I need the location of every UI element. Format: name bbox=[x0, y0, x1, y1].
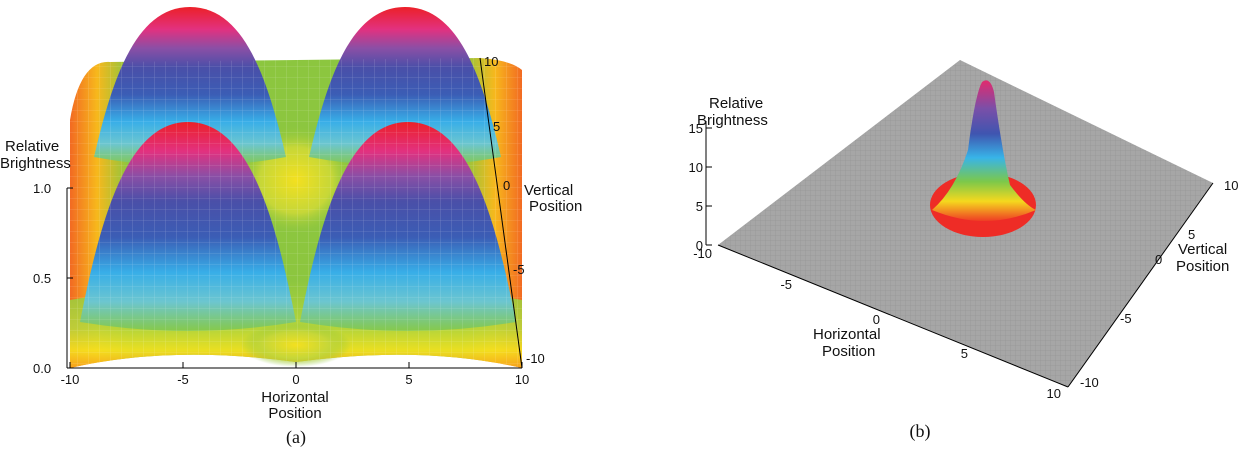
z-axis-label: Relative bbox=[709, 95, 763, 112]
x-tick-label: 0 bbox=[873, 312, 880, 327]
y-tick-label: 0 bbox=[1155, 252, 1162, 267]
x-tick-label: -5 bbox=[177, 372, 189, 387]
z-axis-label: Brightness bbox=[697, 112, 768, 129]
x-tick-label: -10 bbox=[693, 246, 712, 261]
y-tick-label: 0 bbox=[503, 178, 510, 193]
y-axis-label: Position bbox=[1176, 258, 1229, 275]
y-axis-label: Position bbox=[529, 198, 582, 215]
y-tick-label: -5 bbox=[1120, 311, 1132, 326]
x-tick-label: 10 bbox=[1047, 386, 1061, 401]
z-axis-label: Brightness bbox=[0, 155, 71, 172]
y-tick-label: 10 bbox=[484, 54, 498, 69]
x-axis-label: Horizontal bbox=[261, 389, 329, 406]
y-tick-label: 5 bbox=[1188, 227, 1195, 242]
panel-a-surface-plot: 1.0 0.5 0.0 -10 -5 0 5 10 10 5 0 -5 -10 RelativeBrigh… bbox=[0, 7, 582, 448]
y-tick-label: -10 bbox=[526, 351, 545, 366]
z-tick-label: 0.0 bbox=[33, 361, 51, 376]
panel-caption: (a) bbox=[286, 427, 306, 448]
z-tick-label: 5 bbox=[696, 199, 703, 214]
x-tick-label: 0 bbox=[292, 372, 299, 387]
x-tick-label: 5 bbox=[405, 372, 412, 387]
panel-b-surface-plot: 151050-10-505101050-5-10RelativeBrightne… bbox=[689, 60, 1238, 442]
y-tick-label: 5 bbox=[493, 119, 500, 134]
z-tick-label: 0 bbox=[696, 238, 703, 253]
x-tick-label: -10 bbox=[61, 372, 80, 387]
y-axis-label: Vertical bbox=[1178, 241, 1227, 258]
z-tick-label: 0.5 bbox=[33, 271, 51, 286]
panel-caption: (b) bbox=[910, 421, 931, 442]
x-axis-label: Position bbox=[822, 343, 875, 360]
x-axis-label: Position bbox=[268, 405, 321, 422]
x-axis-label: Horizontal bbox=[813, 326, 881, 343]
x-tick-label: -5 bbox=[780, 277, 792, 292]
y-tick-label: 10 bbox=[1224, 178, 1238, 193]
z-tick-label: 15 bbox=[689, 121, 703, 136]
peak-b bbox=[930, 80, 1036, 237]
y-axis-label: Vertical bbox=[524, 182, 573, 199]
x-tick-label: 5 bbox=[961, 346, 968, 361]
y-tick-label: -5 bbox=[513, 262, 525, 277]
x-tick-label: 10 bbox=[515, 372, 529, 387]
z-tick-label: 10 bbox=[689, 160, 703, 175]
surface-a bbox=[70, 7, 522, 368]
y-tick-label: -10 bbox=[1080, 375, 1099, 390]
axes-a: 1.0 0.5 0.0 -10 -5 0 5 10 10 5 0 -5 -10 bbox=[33, 54, 545, 387]
z-tick-label: 1.0 bbox=[33, 181, 51, 196]
z-axis-label: Relative bbox=[5, 138, 59, 155]
